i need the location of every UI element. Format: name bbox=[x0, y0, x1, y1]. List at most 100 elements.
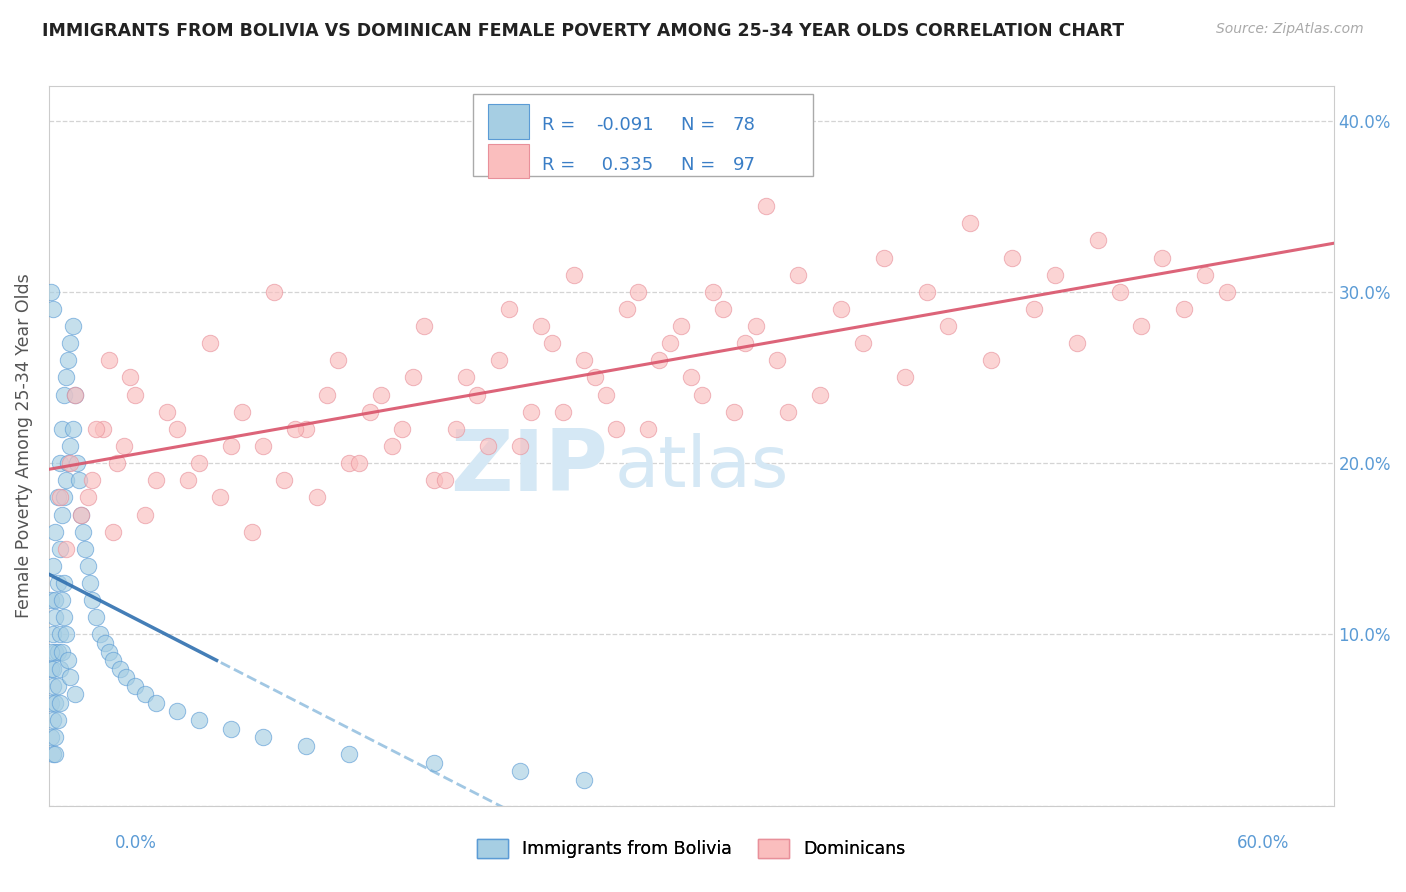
Point bbox=[42, 301, 65, 316]
Point bbox=[1129, 319, 1152, 334]
Point bbox=[1022, 301, 1045, 316]
Point bbox=[59, 439, 82, 453]
Point bbox=[42, 747, 65, 762]
Point bbox=[51, 508, 73, 522]
Point bbox=[852, 336, 875, 351]
Text: atlas: atlas bbox=[614, 434, 789, 502]
Point bbox=[263, 285, 285, 299]
FancyBboxPatch shape bbox=[488, 104, 530, 139]
Point bbox=[134, 508, 156, 522]
Point bbox=[79, 576, 101, 591]
Point bbox=[134, 687, 156, 701]
Point bbox=[187, 456, 209, 470]
Point bbox=[1215, 285, 1237, 299]
Point bbox=[51, 422, 73, 436]
Point bbox=[1001, 251, 1024, 265]
Point bbox=[209, 491, 232, 505]
Point bbox=[305, 491, 328, 505]
Point bbox=[52, 610, 75, 624]
Point bbox=[44, 730, 66, 744]
Text: 0.0%: 0.0% bbox=[115, 834, 157, 852]
Point bbox=[52, 576, 75, 591]
Point bbox=[59, 670, 82, 684]
Point bbox=[42, 679, 65, 693]
Point bbox=[48, 662, 70, 676]
Point bbox=[42, 713, 65, 727]
Point bbox=[456, 370, 478, 384]
Point bbox=[498, 301, 520, 316]
Point bbox=[915, 285, 938, 299]
Point bbox=[349, 456, 371, 470]
Point bbox=[595, 387, 617, 401]
Legend: Immigrants from Bolivia, Dominicans: Immigrants from Bolivia, Dominicans bbox=[470, 832, 912, 865]
FancyBboxPatch shape bbox=[472, 94, 813, 177]
Point bbox=[107, 456, 129, 470]
Point bbox=[252, 439, 274, 453]
Point bbox=[551, 405, 574, 419]
Point bbox=[766, 353, 789, 368]
Point bbox=[488, 353, 510, 368]
Point bbox=[80, 593, 103, 607]
Point bbox=[326, 353, 349, 368]
Point bbox=[48, 696, 70, 710]
Point bbox=[80, 473, 103, 487]
Point bbox=[658, 336, 681, 351]
Point bbox=[76, 558, 98, 573]
Point bbox=[337, 456, 360, 470]
Point bbox=[93, 636, 115, 650]
Text: IMMIGRANTS FROM BOLIVIA VS DOMINICAN FEMALE POVERTY AMONG 25-34 YEAR OLDS CORREL: IMMIGRANTS FROM BOLIVIA VS DOMINICAN FEM… bbox=[42, 22, 1125, 40]
Point bbox=[723, 405, 745, 419]
Point bbox=[103, 524, 125, 539]
Point bbox=[509, 764, 531, 779]
Point bbox=[637, 422, 659, 436]
Point bbox=[124, 387, 146, 401]
Point bbox=[734, 336, 756, 351]
Point bbox=[39, 662, 62, 676]
Point bbox=[713, 301, 735, 316]
Point bbox=[48, 491, 70, 505]
Text: Source: ZipAtlas.com: Source: ZipAtlas.com bbox=[1216, 22, 1364, 37]
Text: R =: R = bbox=[543, 116, 581, 134]
Point bbox=[370, 387, 392, 401]
Point bbox=[1152, 251, 1174, 265]
Point bbox=[75, 541, 97, 556]
Point bbox=[108, 662, 131, 676]
Point bbox=[605, 422, 627, 436]
Point bbox=[44, 524, 66, 539]
Point bbox=[648, 353, 671, 368]
Point bbox=[273, 473, 295, 487]
Point bbox=[103, 653, 125, 667]
Point bbox=[1087, 234, 1109, 248]
Point bbox=[46, 679, 69, 693]
Point bbox=[316, 387, 339, 401]
Point bbox=[124, 679, 146, 693]
Point bbox=[1108, 285, 1130, 299]
Point bbox=[1045, 268, 1067, 282]
Point bbox=[980, 353, 1002, 368]
Point bbox=[70, 508, 93, 522]
Point bbox=[44, 593, 66, 607]
Point bbox=[423, 473, 446, 487]
Point bbox=[120, 370, 142, 384]
Point bbox=[391, 422, 413, 436]
Text: 97: 97 bbox=[733, 156, 755, 174]
Point bbox=[44, 610, 66, 624]
Point bbox=[231, 405, 253, 419]
FancyBboxPatch shape bbox=[488, 144, 530, 178]
Point bbox=[46, 576, 69, 591]
Text: ZIP: ZIP bbox=[450, 426, 607, 509]
Point bbox=[112, 439, 135, 453]
Point bbox=[959, 216, 981, 230]
Point bbox=[67, 473, 90, 487]
Point bbox=[42, 662, 65, 676]
Point bbox=[380, 439, 402, 453]
Point bbox=[744, 319, 766, 334]
Point bbox=[1194, 268, 1216, 282]
Point bbox=[337, 747, 360, 762]
Point bbox=[63, 387, 86, 401]
Point bbox=[808, 387, 831, 401]
Point bbox=[58, 353, 80, 368]
Point bbox=[477, 439, 499, 453]
Point bbox=[690, 387, 713, 401]
Point bbox=[145, 473, 167, 487]
